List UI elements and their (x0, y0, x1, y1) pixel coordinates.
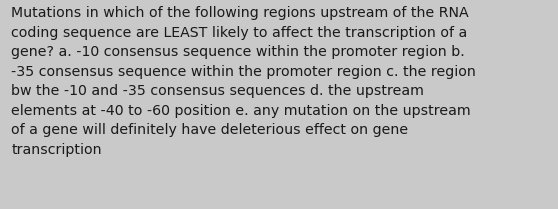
Text: Mutations in which of the following regions upstream of the RNA
coding sequence : Mutations in which of the following regi… (11, 6, 476, 157)
